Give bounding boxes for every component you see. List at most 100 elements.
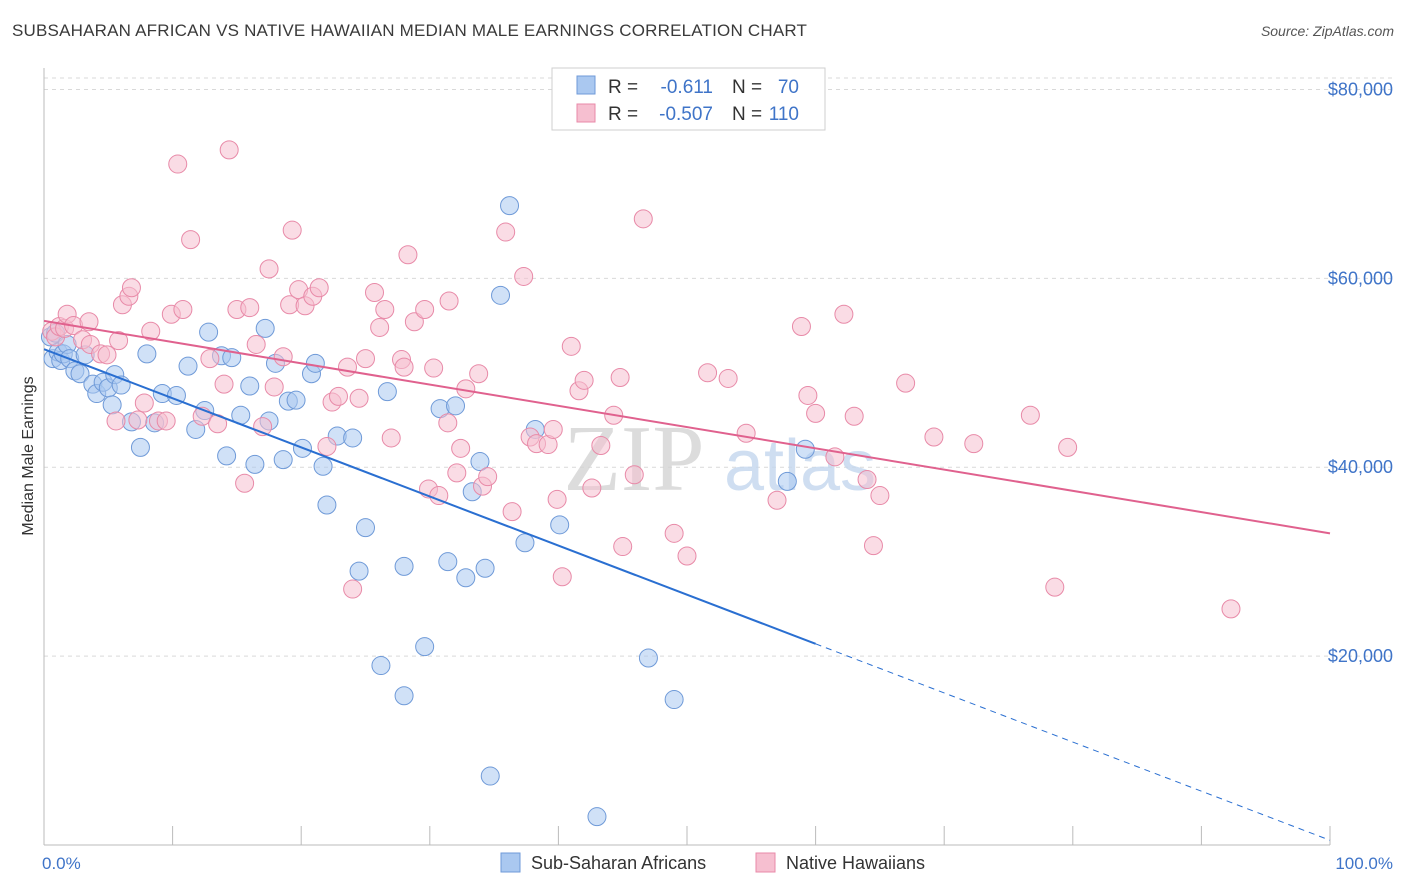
point-native-hawaiian — [547, 489, 567, 509]
point-native-hawaiian — [328, 386, 348, 406]
x-tick-marks — [43, 826, 1331, 845]
point-sub-saharan — [199, 322, 219, 342]
point-native-hawaiian — [964, 434, 984, 454]
point-sub-saharan — [343, 428, 363, 448]
point-sub-saharan — [305, 353, 325, 373]
point-native-hawaiian — [168, 154, 188, 174]
point-native-hawaiian — [79, 312, 99, 332]
legend-r-label-blue: R = — [608, 77, 638, 98]
point-native-hawaiian — [591, 436, 611, 455]
point-sub-saharan — [313, 456, 333, 476]
y-tick-label: $60,000 — [1328, 268, 1393, 288]
point-native-hawaiian — [543, 419, 563, 439]
point-sub-saharan — [286, 390, 306, 410]
point-native-hawaiian — [574, 370, 594, 390]
point-native-hawaiian — [1221, 599, 1241, 619]
legend-box — [551, 67, 826, 131]
point-sub-saharan — [178, 356, 198, 376]
point-sub-saharan — [70, 364, 90, 384]
point-native-hawaiian — [624, 465, 644, 485]
point-sub-saharan — [240, 376, 260, 396]
grid-lines — [44, 77, 1393, 657]
point-native-hawaiian — [398, 245, 418, 265]
correlation-legend: R = -0.611 N = 70 R = -0.507 N = 110 — [551, 67, 826, 131]
point-native-hawaiian — [173, 300, 193, 319]
legend-r-value-pink: -0.507 — [659, 104, 713, 125]
y-axis-label: Median Male Earnings — [20, 376, 37, 535]
point-sub-saharan — [638, 648, 658, 668]
point-native-hawaiian — [834, 304, 854, 324]
trend-line-sub-saharan — [43, 348, 816, 645]
point-sub-saharan — [217, 446, 237, 466]
point-native-hawaiian — [469, 364, 489, 384]
legend-swatch-pink — [576, 103, 596, 123]
point-native-hawaiian — [404, 312, 424, 332]
point-native-hawaiian — [791, 317, 811, 336]
point-native-hawaiian — [798, 385, 818, 405]
point-native-hawaiian — [356, 349, 375, 369]
point-native-hawaiian — [844, 406, 864, 426]
point-sub-saharan — [255, 318, 275, 338]
point-sub-saharan — [349, 561, 369, 581]
point-sub-saharan — [475, 558, 495, 578]
point-sub-saharan — [130, 437, 150, 457]
point-native-hawaiian — [496, 222, 516, 242]
y-tick-labels: $20,000 $40,000 $60,000 $80,000 — [1328, 79, 1393, 666]
point-sub-saharan — [777, 471, 797, 491]
point-native-hawaiian — [343, 579, 363, 599]
point-sub-saharan — [415, 637, 435, 657]
watermark-zip: ZIP — [564, 407, 705, 511]
point-sub-saharan — [550, 515, 570, 535]
point-native-hawaiian — [613, 537, 633, 557]
point-sub-saharan — [480, 766, 500, 786]
point-native-hawaiian — [141, 321, 161, 341]
point-sub-saharan — [137, 344, 157, 364]
point-sub-saharan — [317, 495, 337, 515]
point-native-hawaiian — [896, 373, 916, 393]
point-native-hawaiian — [502, 502, 522, 522]
point-native-hawaiian — [924, 427, 944, 447]
legend-n-label-blue: N = — [732, 77, 762, 98]
point-native-hawaiian — [447, 463, 467, 483]
series-legend-label-blue: Sub-Saharan Africans — [531, 853, 706, 873]
point-sub-saharan — [500, 196, 520, 216]
point-sub-saharan — [470, 452, 490, 472]
point-native-hawaiian — [337, 357, 357, 377]
point-native-hawaiian — [633, 209, 653, 229]
point-native-hawaiian — [552, 567, 572, 587]
point-native-hawaiian — [1058, 437, 1078, 457]
point-native-hawaiian — [219, 140, 239, 160]
series-legend: Sub-Saharan Africans Native Hawaiians — [500, 852, 925, 873]
point-native-hawaiian — [246, 334, 266, 354]
point-native-hawaiian — [857, 470, 877, 489]
series-legend-label-pink: Native Hawaiians — [786, 853, 925, 873]
point-native-hawaiian — [451, 438, 471, 458]
point-native-hawaiian — [394, 357, 414, 377]
point-native-hawaiian — [718, 368, 738, 388]
legend-n-value-pink: 110 — [769, 104, 799, 125]
point-native-hawaiian — [200, 349, 220, 369]
point-native-hawaiian — [806, 403, 826, 423]
point-native-hawaiian — [767, 490, 787, 510]
series-legend-swatch-pink — [755, 852, 776, 873]
point-native-hawaiian — [698, 363, 718, 383]
point-native-hawaiian — [109, 331, 129, 351]
legend-r-label-pink: R = — [608, 104, 638, 125]
point-native-hawaiian — [273, 347, 293, 367]
trend-line-native-hawaiian — [43, 319, 1331, 535]
point-native-hawaiian — [438, 413, 458, 433]
point-native-hawaiian — [370, 317, 390, 337]
point-native-hawaiian — [424, 358, 444, 378]
point-native-hawaiian — [264, 377, 284, 397]
point-sub-saharan — [438, 552, 458, 572]
point-native-hawaiian — [1020, 405, 1040, 425]
point-sub-saharan — [356, 518, 375, 538]
point-sub-saharan — [491, 285, 511, 305]
chart-source: Source: ZipAtlas.com — [1260, 23, 1394, 39]
point-native-hawaiian — [235, 473, 255, 493]
point-native-hawaiian — [677, 546, 697, 566]
y-tick-label: $40,000 — [1328, 457, 1393, 477]
point-native-hawaiian — [128, 410, 148, 430]
point-native-hawaiian — [561, 336, 581, 356]
point-native-hawaiian — [240, 298, 260, 318]
